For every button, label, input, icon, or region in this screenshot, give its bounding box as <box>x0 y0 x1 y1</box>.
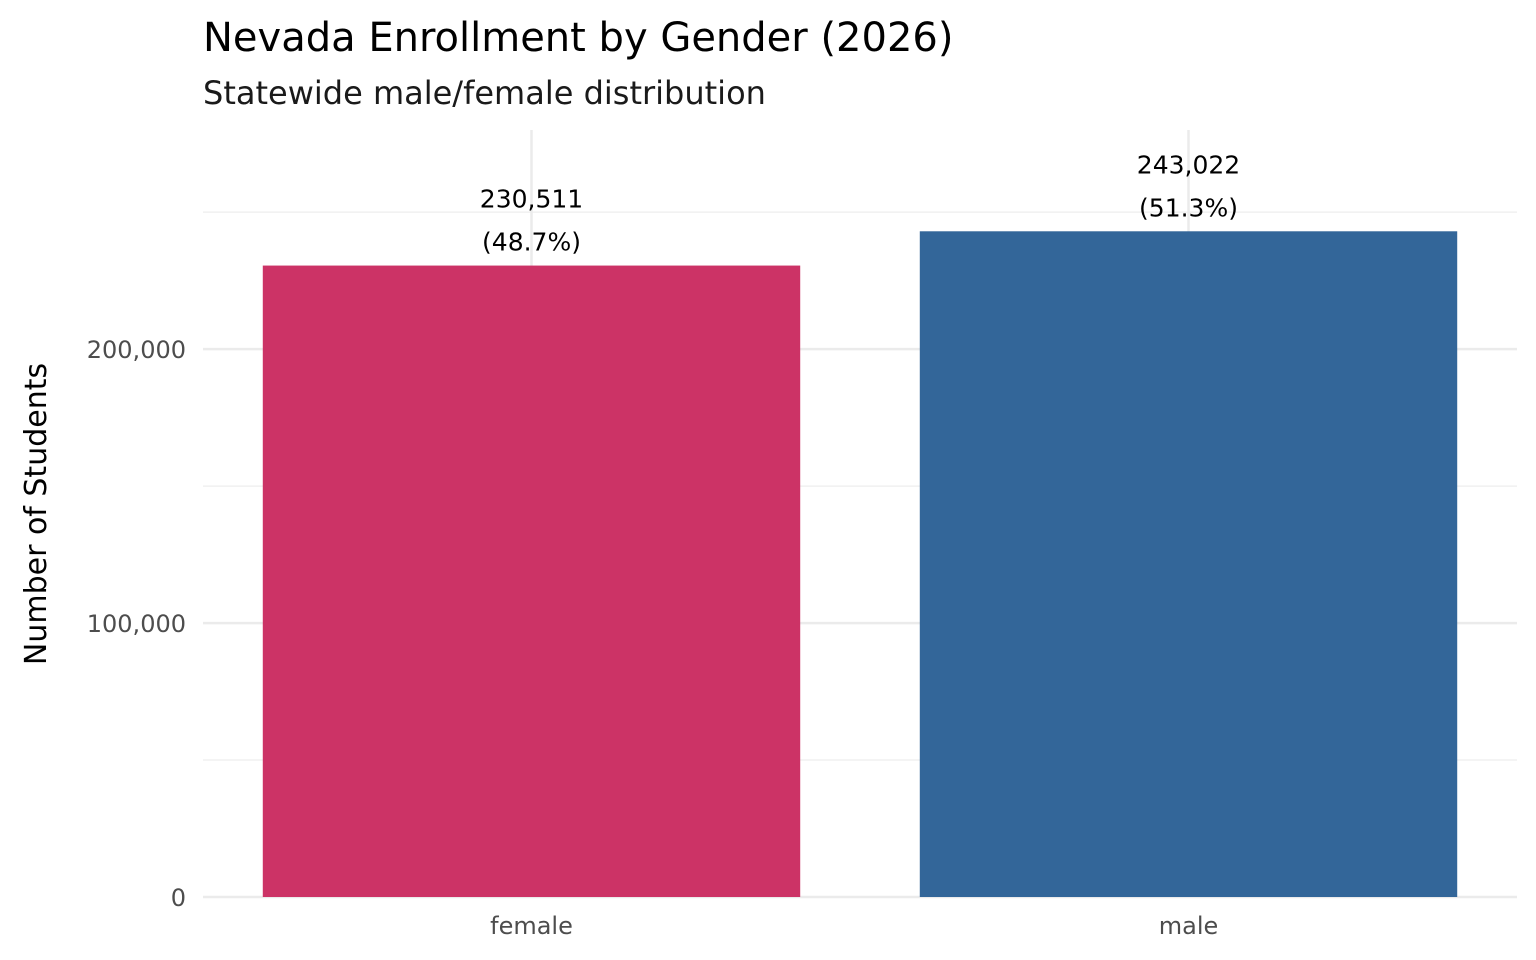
x-axis-ticks: female male <box>490 912 1218 940</box>
data-label-count: 243,022 <box>1137 150 1240 179</box>
x-tick-label: male <box>1159 912 1219 940</box>
bar-female <box>262 265 801 897</box>
y-tick-label: 200,000 <box>87 336 186 364</box>
data-label-count: 230,511 <box>480 185 583 214</box>
data-label-percent: (48.7%) <box>482 228 581 257</box>
y-axis-title: Number of Students <box>19 363 54 665</box>
bar-male <box>919 231 1458 897</box>
y-axis-ticks: 0 100,000 200,000 <box>87 336 186 912</box>
bars <box>262 231 1458 897</box>
x-tick-label: female <box>490 912 573 940</box>
y-tick-label: 100,000 <box>87 610 186 638</box>
chart-subtitle: Statewide male/female distribution <box>203 74 766 112</box>
data-label-percent: (51.3%) <box>1139 193 1238 222</box>
data-labels: 230,511 (48.7%) 243,022 (51.3%) <box>480 150 1240 256</box>
y-tick-label: 0 <box>171 884 186 912</box>
chart-title: Nevada Enrollment by Gender (2026) <box>203 15 953 61</box>
